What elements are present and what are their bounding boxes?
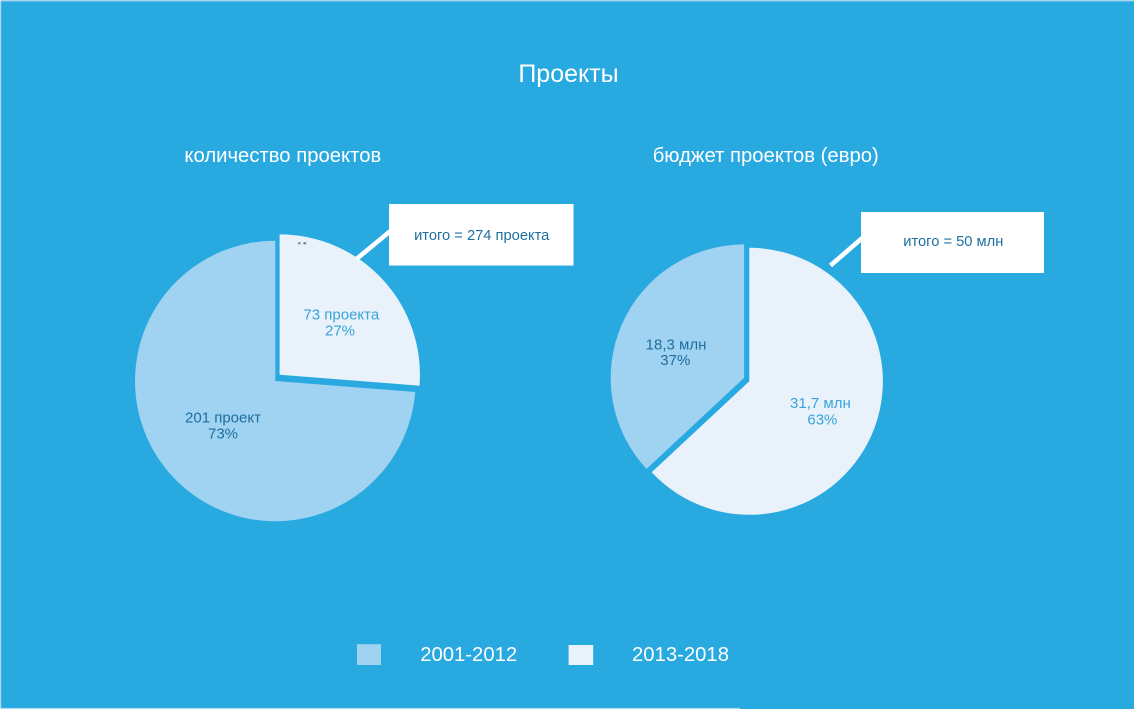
svg-text:201 проект: 201 проект	[185, 409, 261, 426]
svg-text:бюджет проектов (евро): бюджет проектов (евро)	[653, 145, 879, 167]
svg-text:31,7 млн: 31,7 млн	[790, 395, 851, 412]
svg-text:37%: 37%	[660, 352, 690, 369]
svg-text:73%: 73%	[208, 426, 238, 443]
svg-text:27%: 27%	[325, 323, 355, 340]
svg-text:количество проектов: количество проектов	[184, 145, 381, 167]
svg-text:2001-2012: 2001-2012	[420, 644, 517, 666]
svg-text:63%: 63%	[807, 411, 837, 428]
svg-text:2013-2018: 2013-2018	[632, 644, 729, 666]
svg-text:73 проекта: 73 проекта	[303, 306, 379, 323]
svg-text:18,3 млн: 18,3 млн	[646, 336, 707, 353]
svg-text:итого = 50 млн: итого = 50 млн	[903, 234, 1003, 250]
svg-text:итого = 274 проекта: итого = 274 проекта	[414, 228, 550, 244]
svg-text:Проекты: Проекты	[518, 60, 618, 88]
